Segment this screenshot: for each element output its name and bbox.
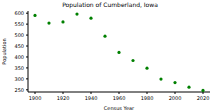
svg-text:1900: 1900 — [29, 95, 42, 101]
svg-text:1960: 1960 — [113, 95, 126, 101]
svg-text:450: 450 — [14, 43, 24, 49]
svg-text:400: 400 — [14, 54, 24, 60]
svg-text:300: 300 — [14, 76, 24, 82]
svg-text:1940: 1940 — [85, 95, 98, 101]
svg-text:2000: 2000 — [169, 95, 182, 101]
svg-text:1920: 1920 — [57, 95, 70, 101]
svg-text:350: 350 — [14, 65, 24, 71]
svg-text:2020: 2020 — [197, 95, 210, 101]
html-text:Population of Cumberland, Iowa: Population of Cumberland, Iowa — [62, 1, 158, 8]
svg-text:1980: 1980 — [141, 95, 154, 101]
svg-text:250: 250 — [14, 87, 24, 93]
svg-text:500: 500 — [14, 32, 24, 38]
svg-text:600: 600 — [14, 10, 24, 16]
svg-text:550: 550 — [14, 21, 24, 27]
svg-text:Census Year: Census Year — [104, 105, 135, 110]
